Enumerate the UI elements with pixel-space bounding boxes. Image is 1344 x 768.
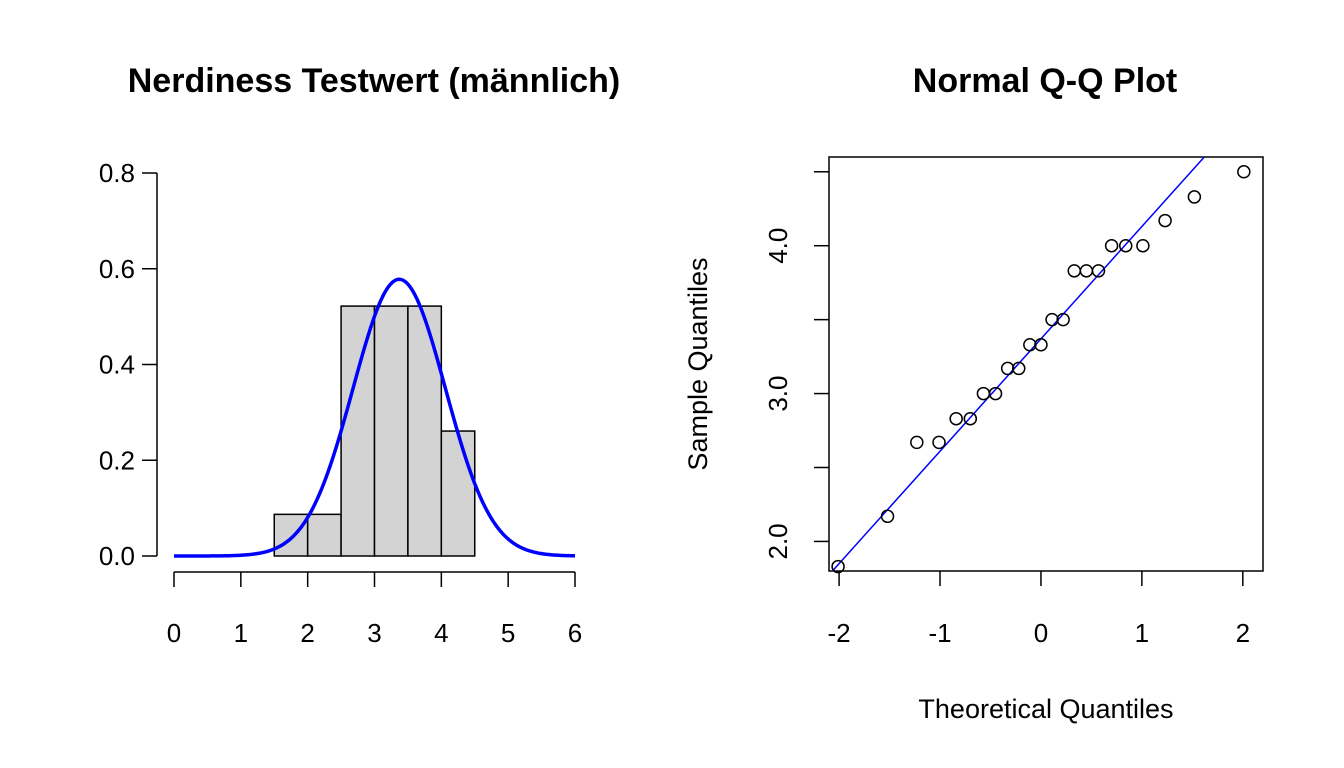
- histogram-x-axis: 0 1 2 3 4 5 6: [167, 571, 582, 648]
- qq-point-7: [988, 386, 1003, 401]
- qq-plot-panel: Normal Q-Q Plot -2 -1 0 1 2 2.0 3.0 4.0 Theore…: [683, 62, 1264, 724]
- qq-point-20: [1158, 213, 1172, 228]
- qq-point-22: [1237, 165, 1251, 179]
- qq-reference-line: [831, 156, 1205, 572]
- qq-x-axis: -2 -1 0 1 2: [828, 571, 1250, 648]
- histogram-bar-3: [373, 305, 409, 557]
- qq-point-13: [1056, 312, 1070, 327]
- qq-point-14: [1067, 264, 1082, 278]
- qq-y-axis-label: Sample Quantiles: [683, 257, 713, 470]
- histogram-bars: [273, 305, 476, 557]
- histogram-x-tick-label-5: 5: [501, 618, 515, 648]
- qq-y-tick-label-1: 3.0: [763, 375, 793, 411]
- histogram-bar-0: [273, 513, 309, 557]
- histogram-y-tick-label-4: 0.8: [99, 158, 135, 188]
- histogram-bar-5: [440, 430, 476, 557]
- qq-point-17: [1104, 238, 1119, 253]
- qq-point-10: [1023, 338, 1037, 352]
- histogram-bar-2: [340, 305, 376, 557]
- histogram-x-tick-label-6: 6: [568, 618, 582, 648]
- histogram-bar-4: [407, 305, 443, 557]
- qq-point-15: [1079, 264, 1094, 278]
- qq-point-18: [1118, 238, 1133, 253]
- qq-x-axis-label: Theoretical Quantiles: [918, 694, 1173, 724]
- qq-x-tick-label-3: 1: [1135, 618, 1149, 648]
- qq-point-8: [1000, 361, 1015, 376]
- qq-point-16: [1091, 264, 1106, 278]
- histogram-bar-1: [306, 513, 342, 557]
- qq-point-3: [932, 435, 946, 450]
- histogram-y-tick-label-3: 0.6: [99, 254, 135, 284]
- histogram-x-tick-label-3: 3: [367, 618, 381, 648]
- histogram-x-tick-label-1: 1: [234, 618, 248, 648]
- qq-y-tick-label-0: 2.0: [763, 523, 793, 559]
- histogram-y-tick-label-2: 0.4: [99, 350, 135, 380]
- qq-y-tick-label-2: 4.0: [763, 228, 793, 264]
- histogram-y-tick-label-0: 0.0: [99, 541, 135, 571]
- histogram-y-axis: 0.0 0.2 0.4 0.6 0.8: [99, 158, 158, 571]
- qq-point-6: [976, 386, 991, 401]
- qq-x-tick-label-2: 0: [1034, 618, 1048, 648]
- histogram-title: Nerdiness Testwert (männlich): [128, 62, 621, 100]
- qq-x-tick-label-4: 2: [1236, 618, 1250, 648]
- qq-point-4: [949, 411, 963, 426]
- histogram-x-tick-label-0: 0: [167, 618, 181, 648]
- qq-x-tick-label-0: -2: [828, 618, 851, 648]
- qq-point-1: [880, 509, 895, 524]
- qq-point-0: [831, 559, 845, 574]
- qq-point-11: [1034, 338, 1048, 352]
- qq-point-19: [1136, 238, 1150, 253]
- qq-plot-box: [828, 156, 1264, 572]
- qq-point-5: [963, 411, 978, 426]
- qq-point-12: [1045, 312, 1059, 327]
- qq-x-tick-label-1: -1: [928, 618, 951, 648]
- histogram-y-tick-label-1: 0.2: [99, 445, 135, 475]
- qq-point-2: [910, 435, 924, 450]
- histogram-panel: Nerdiness Testwert (männlich) 0.00.20.40…: [99, 62, 620, 648]
- histogram-x-tick-label-4: 4: [434, 618, 448, 648]
- qq-point-9: [1011, 361, 1026, 376]
- histogram-x-tick-label-2: 2: [300, 618, 314, 648]
- qq-plot-title: Normal Q-Q Plot: [913, 62, 1177, 100]
- qq-points: [831, 165, 1251, 574]
- qq-y-axis: 2.0 3.0 4.0: [763, 171, 829, 560]
- density-curve: [174, 277, 576, 558]
- qq-point-21: [1187, 190, 1202, 204]
